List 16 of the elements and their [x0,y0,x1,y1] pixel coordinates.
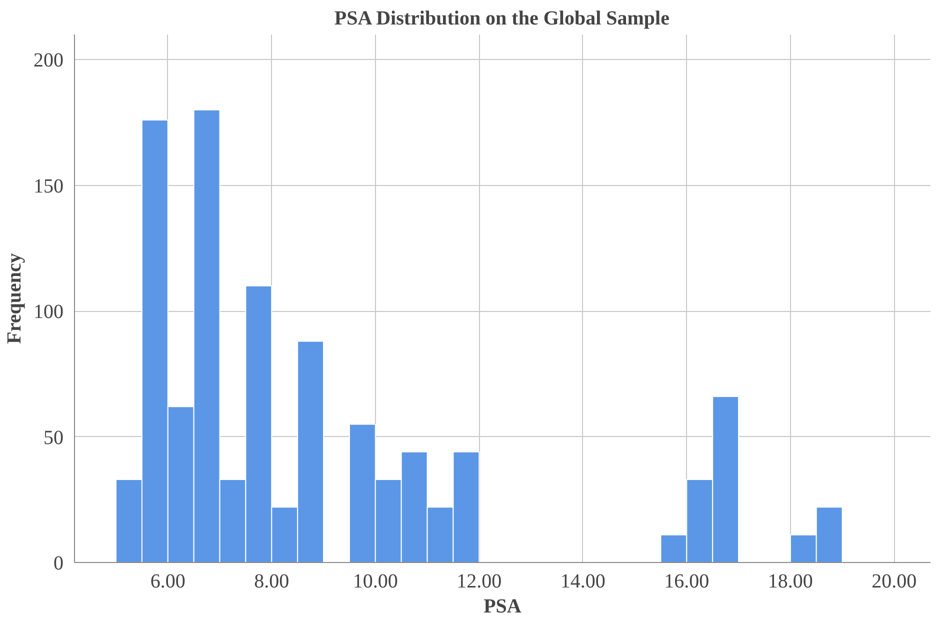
x-tick-label: 10.00 [352,570,398,592]
y-tick-label: 0 [54,552,64,574]
chart-title: PSA Distribution on the Global Sample [334,8,670,30]
x-axis-title: PSA [484,596,522,618]
x-tick-label: 16.00 [664,570,710,592]
y-tick-label: 50 [44,426,64,449]
x-tick-label: 14.00 [560,570,606,592]
x-tick-label: 6.00 [150,570,186,592]
y-tick-label: 200 [34,50,64,72]
x-tick-label: 18.00 [768,570,813,592]
y-tick-label: 100 [34,301,64,324]
x-tick-label: 20.00 [872,570,917,592]
y-axis-title: Frequency [4,253,26,344]
x-tick-label: 8.00 [254,570,290,592]
y-tick-label: 150 [34,175,64,198]
x-tick-label: 12.00 [456,570,502,592]
